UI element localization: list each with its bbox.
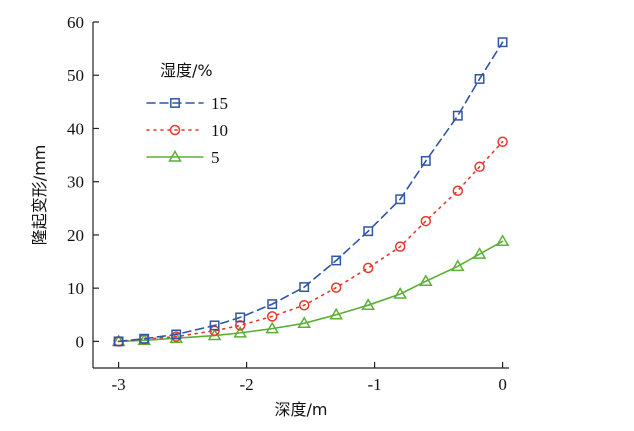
data-point-5	[450, 259, 465, 272]
y-tick-label: 0	[76, 332, 85, 351]
x-axis-title: 深度/m	[275, 400, 328, 419]
data-point-15	[299, 282, 310, 293]
x-tick-label: -3	[112, 375, 126, 394]
data-point-5	[329, 307, 344, 320]
data-point-10	[209, 325, 220, 336]
data-point-5	[265, 321, 280, 334]
legend-title: 湿度/%	[160, 61, 213, 80]
y-axis-title: 隆起变形/mm	[30, 145, 49, 246]
data-point-15	[235, 312, 246, 323]
axes	[92, 22, 509, 369]
y-tick-label: 20	[67, 226, 84, 245]
ticks: -3 -2 -1 0 0 10 20 30 40 50 60	[67, 13, 507, 394]
series-line-10	[117, 140, 504, 343]
data-point-15	[209, 320, 220, 331]
legend-marker-5	[168, 150, 182, 162]
data-point-10	[394, 241, 406, 252]
data-point-5	[393, 287, 408, 299]
series-line-5	[117, 240, 504, 343]
data-point-5	[472, 247, 487, 259]
data-point-10	[362, 262, 374, 274]
data-point-5	[297, 316, 312, 329]
data-point-15	[363, 226, 374, 237]
data-point-15	[497, 37, 508, 48]
data-point-15	[171, 329, 182, 340]
legend-marker-10	[169, 124, 181, 136]
data-point-10	[452, 185, 464, 196]
data-point-5	[169, 331, 184, 343]
y-tick-label: 10	[67, 279, 84, 298]
data-point-15	[452, 110, 463, 121]
data-point-5	[495, 234, 510, 247]
data-point-10	[266, 311, 278, 322]
data-point-10	[497, 136, 508, 148]
data-point-15	[331, 255, 342, 266]
legend-label-15: 15	[211, 94, 228, 113]
data-point-15	[267, 299, 278, 310]
data-point-15	[474, 74, 485, 84]
data-point-15	[420, 155, 431, 166]
legend: 湿度/% 15 10 5	[146, 61, 228, 167]
data-point-10	[330, 282, 342, 293]
y-tick-label: 30	[67, 173, 84, 192]
data-point-5	[418, 274, 433, 286]
data-point-10	[298, 299, 310, 311]
data-point-5	[233, 325, 248, 338]
legend-label-5: 5	[211, 148, 220, 167]
data-point-10	[474, 161, 485, 173]
x-tick-label: 0	[498, 375, 507, 394]
x-tick-label: -2	[240, 375, 254, 394]
y-tick-label: 60	[67, 13, 84, 32]
data-point-5	[361, 298, 376, 310]
legend-label-10: 10	[211, 121, 228, 140]
data-point-10	[420, 215, 432, 227]
legend-marker-15	[170, 98, 180, 108]
series-layer	[111, 37, 510, 347]
data-point-15	[395, 194, 406, 205]
data-point-15	[113, 336, 124, 347]
y-tick-label: 50	[67, 66, 84, 85]
series-line-15	[117, 41, 504, 343]
y-tick-label: 40	[67, 119, 84, 138]
data-point-15	[139, 333, 150, 344]
x-tick-label: -1	[368, 375, 382, 394]
